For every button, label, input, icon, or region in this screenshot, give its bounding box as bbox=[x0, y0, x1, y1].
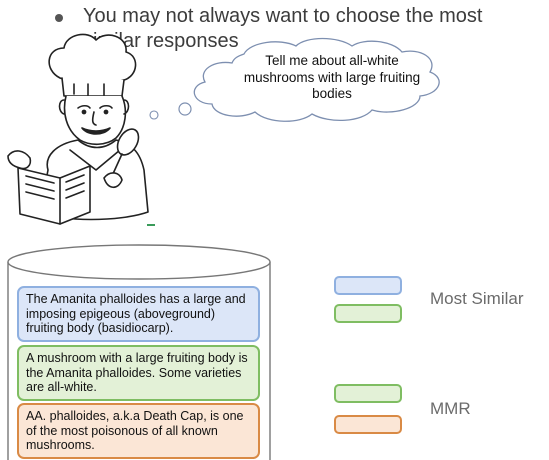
thought-bubble-text: Tell me about all-white mushrooms with l… bbox=[243, 53, 421, 101]
thought-dot-small-icon bbox=[149, 110, 159, 120]
legend-swatch-green-mmr bbox=[334, 384, 402, 403]
legend-label-mmr: MMR bbox=[430, 399, 471, 418]
document-most-similar-2: A mushroom with a large fruiting body is… bbox=[17, 345, 260, 401]
legend-swatch-green bbox=[334, 304, 402, 323]
document-most-similar-1: The Amanita phalloides has a large and i… bbox=[17, 286, 260, 342]
legend-swatch-blue bbox=[334, 276, 402, 295]
thought-cloud-icon bbox=[193, 37, 440, 122]
bullet-dot-icon bbox=[55, 14, 63, 22]
legend-label-most-similar: Most Similar bbox=[430, 289, 524, 308]
database-cylinder-icon bbox=[7, 244, 271, 460]
thought-dot-large-icon bbox=[178, 102, 192, 116]
document-mmr: AA. phalloides, a.k.a Death Cap, is one … bbox=[17, 403, 260, 459]
color-stripe-icon bbox=[147, 224, 155, 226]
chef-reading-book-icon bbox=[7, 33, 149, 225]
legend-swatch-orange-mmr bbox=[334, 415, 402, 434]
